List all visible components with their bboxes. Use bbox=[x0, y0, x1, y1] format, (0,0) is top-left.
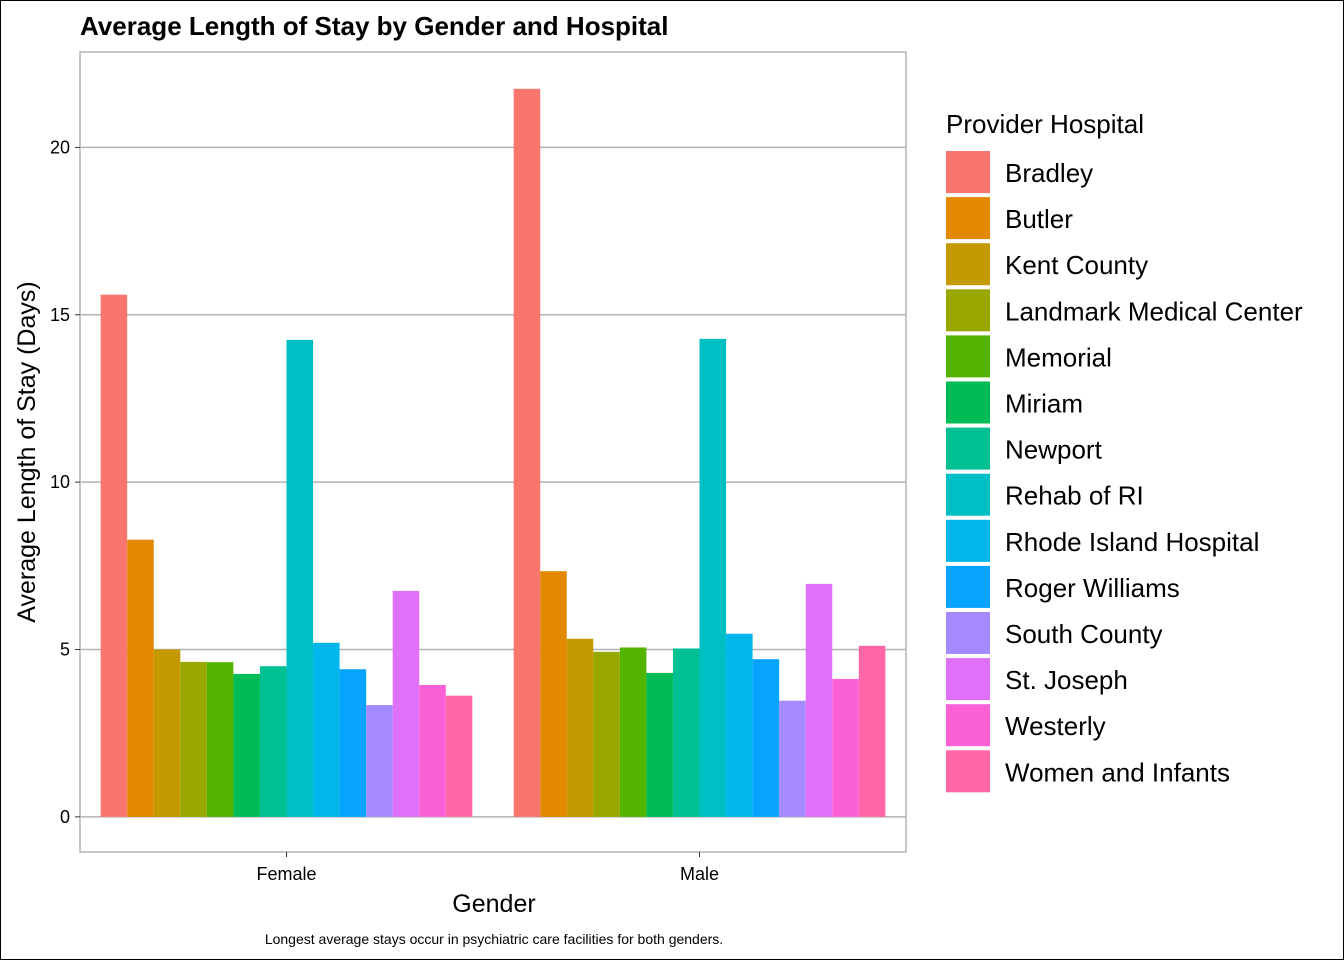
bar-female-11 bbox=[392, 590, 420, 817]
x-axis-ticks: Female Male bbox=[256, 852, 719, 884]
legend-label-2: Kent County bbox=[1005, 250, 1148, 280]
legend-key-7 bbox=[946, 473, 990, 516]
bar-male-13 bbox=[858, 645, 886, 817]
legend-key-3 bbox=[946, 289, 990, 332]
legend-items: Bradley Butler Kent County Landmark Medical… bbox=[946, 151, 1303, 793]
bar-male-1 bbox=[540, 571, 567, 817]
chart-caption: Longest average stays occur in psychiatr… bbox=[265, 931, 723, 947]
legend-label-12: Westerly bbox=[1005, 711, 1106, 741]
bar-female-12 bbox=[419, 684, 446, 817]
legend-label-11: St. Joseph bbox=[1005, 665, 1128, 695]
x-tick-label-0: Female bbox=[256, 864, 316, 884]
x-tick-label-1: Male bbox=[680, 864, 719, 884]
y-tick-label-4: 20 bbox=[50, 137, 70, 157]
y-tick-label-3: 15 bbox=[50, 305, 70, 325]
legend-label-0: Bradley bbox=[1005, 158, 1093, 188]
legend-label-3: Landmark Medical Center bbox=[1005, 296, 1303, 326]
bar-male-8 bbox=[726, 633, 753, 817]
bar-male-7 bbox=[699, 338, 727, 817]
legend-key-2 bbox=[946, 243, 990, 286]
bar-male-5 bbox=[646, 672, 673, 817]
legend-label-8: Rhode Island Hospital bbox=[1005, 527, 1259, 557]
legend-key-9 bbox=[946, 565, 990, 608]
y-axis-ticks: 0 5 10 15 20 bbox=[50, 137, 80, 827]
bar-female-1 bbox=[127, 539, 154, 817]
legend-key-1 bbox=[946, 197, 990, 240]
chart-title: Average Length of Stay by Gender and Hos… bbox=[80, 11, 668, 41]
bar-male-0 bbox=[513, 88, 541, 817]
bar-male-11 bbox=[805, 583, 833, 817]
bar-female-6 bbox=[259, 666, 287, 817]
bar-male-2 bbox=[566, 638, 594, 817]
legend-key-11 bbox=[946, 658, 990, 701]
bar-male-3 bbox=[593, 651, 620, 817]
legend-label-13: Women and Infants bbox=[1005, 757, 1230, 787]
bar-female-5 bbox=[233, 673, 260, 817]
y-tick-label-2: 10 bbox=[50, 472, 70, 492]
legend-label-9: Roger Williams bbox=[1005, 573, 1180, 603]
legend-key-0 bbox=[946, 151, 990, 193]
bar-female-10 bbox=[366, 705, 393, 817]
legend: Provider Hospital Bradley Butler Kent Coun… bbox=[946, 109, 1303, 793]
legend-label-6: Newport bbox=[1005, 435, 1103, 465]
bar-male-9 bbox=[752, 659, 780, 817]
bar-male-4 bbox=[619, 647, 647, 817]
y-axis-title: Average Length of Stay (Days) bbox=[13, 281, 41, 622]
bar-female-2 bbox=[153, 649, 181, 817]
bar-female-13 bbox=[445, 695, 473, 817]
bar-female-7 bbox=[286, 339, 314, 817]
legend-key-5 bbox=[946, 381, 990, 424]
legend-label-5: Miriam bbox=[1005, 389, 1083, 419]
y-tick-label-1: 5 bbox=[60, 639, 70, 659]
legend-key-13 bbox=[946, 750, 990, 793]
legend-label-10: South County bbox=[1005, 619, 1163, 649]
bar-female-4 bbox=[206, 662, 234, 817]
bar-female-9 bbox=[339, 669, 367, 817]
bar-female-8 bbox=[313, 642, 340, 817]
legend-key-10 bbox=[946, 612, 990, 654]
x-axis-title: Gender bbox=[452, 890, 535, 918]
legend-key-6 bbox=[946, 427, 990, 470]
legend-label-7: Rehab of RI bbox=[1005, 481, 1144, 511]
y-tick-label-0: 0 bbox=[60, 807, 70, 827]
legend-key-8 bbox=[946, 519, 990, 562]
legend-key-12 bbox=[946, 704, 990, 747]
bar-male-12 bbox=[832, 678, 859, 817]
legend-title: Provider Hospital bbox=[946, 109, 1144, 139]
bar-male-10 bbox=[779, 700, 806, 817]
bar-female-3 bbox=[180, 661, 207, 817]
legend-label-1: Butler bbox=[1005, 204, 1073, 234]
bars bbox=[100, 88, 886, 817]
bar-male-6 bbox=[672, 648, 700, 817]
bar-female-0 bbox=[100, 294, 128, 817]
legend-key-4 bbox=[946, 335, 990, 378]
legend-label-4: Memorial bbox=[1005, 342, 1112, 372]
